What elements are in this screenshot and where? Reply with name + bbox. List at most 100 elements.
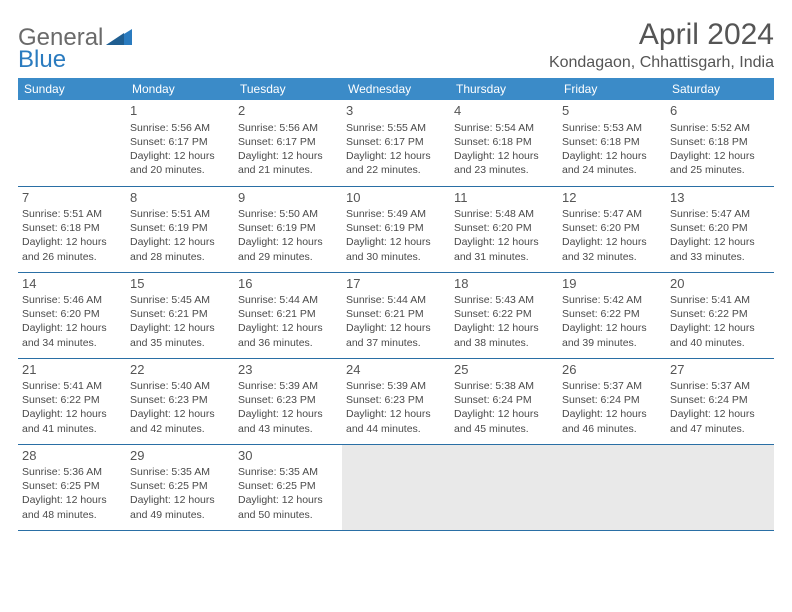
day-details: Sunrise: 5:51 AMSunset: 6:19 PMDaylight:… xyxy=(130,207,230,264)
day-details: Sunrise: 5:56 AMSunset: 6:17 PMDaylight:… xyxy=(130,121,230,178)
day-details: Sunrise: 5:45 AMSunset: 6:21 PMDaylight:… xyxy=(130,293,230,350)
calendar-cell: 20Sunrise: 5:41 AMSunset: 6:22 PMDayligh… xyxy=(666,272,774,358)
day-details: Sunrise: 5:37 AMSunset: 6:24 PMDaylight:… xyxy=(562,379,662,436)
day-details: Sunrise: 5:47 AMSunset: 6:20 PMDaylight:… xyxy=(670,207,770,264)
day-header: Wednesday xyxy=(342,78,450,100)
day-details: Sunrise: 5:54 AMSunset: 6:18 PMDaylight:… xyxy=(454,121,554,178)
day-number: 22 xyxy=(130,361,230,379)
calendar-cell: 29Sunrise: 5:35 AMSunset: 6:25 PMDayligh… xyxy=(126,444,234,530)
day-number: 12 xyxy=(562,189,662,207)
calendar-cell: 22Sunrise: 5:40 AMSunset: 6:23 PMDayligh… xyxy=(126,358,234,444)
day-number: 16 xyxy=(238,275,338,293)
calendar-cell: 17Sunrise: 5:44 AMSunset: 6:21 PMDayligh… xyxy=(342,272,450,358)
day-details: Sunrise: 5:53 AMSunset: 6:18 PMDaylight:… xyxy=(562,121,662,178)
calendar-header-row: SundayMondayTuesdayWednesdayThursdayFrid… xyxy=(18,78,774,100)
calendar-cell: 3Sunrise: 5:55 AMSunset: 6:17 PMDaylight… xyxy=(342,100,450,186)
brand-triangle-icon xyxy=(106,24,132,52)
day-header: Friday xyxy=(558,78,666,100)
day-header: Saturday xyxy=(666,78,774,100)
day-number: 7 xyxy=(22,189,122,207)
day-details: Sunrise: 5:40 AMSunset: 6:23 PMDaylight:… xyxy=(130,379,230,436)
calendar-cell: 26Sunrise: 5:37 AMSunset: 6:24 PMDayligh… xyxy=(558,358,666,444)
calendar-cell: 18Sunrise: 5:43 AMSunset: 6:22 PMDayligh… xyxy=(450,272,558,358)
calendar-table: SundayMondayTuesdayWednesdayThursdayFrid… xyxy=(18,78,774,531)
day-number: 29 xyxy=(130,447,230,465)
day-details: Sunrise: 5:47 AMSunset: 6:20 PMDaylight:… xyxy=(562,207,662,264)
day-number: 13 xyxy=(670,189,770,207)
calendar-row: 28Sunrise: 5:36 AMSunset: 6:25 PMDayligh… xyxy=(18,444,774,530)
day-details: Sunrise: 5:52 AMSunset: 6:18 PMDaylight:… xyxy=(670,121,770,178)
calendar-cell: 28Sunrise: 5:36 AMSunset: 6:25 PMDayligh… xyxy=(18,444,126,530)
calendar-row: 14Sunrise: 5:46 AMSunset: 6:20 PMDayligh… xyxy=(18,272,774,358)
day-details: Sunrise: 5:36 AMSunset: 6:25 PMDaylight:… xyxy=(22,465,122,522)
day-number: 18 xyxy=(454,275,554,293)
calendar-cell: 19Sunrise: 5:42 AMSunset: 6:22 PMDayligh… xyxy=(558,272,666,358)
day-details: Sunrise: 5:49 AMSunset: 6:19 PMDaylight:… xyxy=(346,207,446,264)
day-header: Thursday xyxy=(450,78,558,100)
day-details: Sunrise: 5:51 AMSunset: 6:18 PMDaylight:… xyxy=(22,207,122,264)
day-number: 6 xyxy=(670,102,770,120)
day-details: Sunrise: 5:44 AMSunset: 6:21 PMDaylight:… xyxy=(346,293,446,350)
day-number: 26 xyxy=(562,361,662,379)
day-number: 3 xyxy=(346,102,446,120)
day-number: 19 xyxy=(562,275,662,293)
calendar-cell: 7Sunrise: 5:51 AMSunset: 6:18 PMDaylight… xyxy=(18,186,126,272)
day-details: Sunrise: 5:35 AMSunset: 6:25 PMDaylight:… xyxy=(238,465,338,522)
calendar-row: 1Sunrise: 5:56 AMSunset: 6:17 PMDaylight… xyxy=(18,100,774,186)
day-number: 8 xyxy=(130,189,230,207)
calendar-row: 7Sunrise: 5:51 AMSunset: 6:18 PMDaylight… xyxy=(18,186,774,272)
day-details: Sunrise: 5:41 AMSunset: 6:22 PMDaylight:… xyxy=(22,379,122,436)
calendar-cell: 4Sunrise: 5:54 AMSunset: 6:18 PMDaylight… xyxy=(450,100,558,186)
day-details: Sunrise: 5:39 AMSunset: 6:23 PMDaylight:… xyxy=(346,379,446,436)
day-details: Sunrise: 5:42 AMSunset: 6:22 PMDaylight:… xyxy=(562,293,662,350)
calendar-cell xyxy=(450,444,558,530)
day-details: Sunrise: 5:41 AMSunset: 6:22 PMDaylight:… xyxy=(670,293,770,350)
day-number: 17 xyxy=(346,275,446,293)
day-number: 2 xyxy=(238,102,338,120)
day-details: Sunrise: 5:37 AMSunset: 6:24 PMDaylight:… xyxy=(670,379,770,436)
day-number: 9 xyxy=(238,189,338,207)
title-block: April 2024 Kondagaon, Chhattisgarh, Indi… xyxy=(549,18,774,72)
calendar-cell: 5Sunrise: 5:53 AMSunset: 6:18 PMDaylight… xyxy=(558,100,666,186)
day-details: Sunrise: 5:38 AMSunset: 6:24 PMDaylight:… xyxy=(454,379,554,436)
day-number: 20 xyxy=(670,275,770,293)
day-header: Tuesday xyxy=(234,78,342,100)
header: General April 2024 Kondagaon, Chhattisga… xyxy=(18,18,774,72)
day-details: Sunrise: 5:46 AMSunset: 6:20 PMDaylight:… xyxy=(22,293,122,350)
calendar-cell: 6Sunrise: 5:52 AMSunset: 6:18 PMDaylight… xyxy=(666,100,774,186)
calendar-cell: 2Sunrise: 5:56 AMSunset: 6:17 PMDaylight… xyxy=(234,100,342,186)
calendar-cell: 1Sunrise: 5:56 AMSunset: 6:17 PMDaylight… xyxy=(126,100,234,186)
day-header: Monday xyxy=(126,78,234,100)
day-header: Sunday xyxy=(18,78,126,100)
calendar-cell xyxy=(342,444,450,530)
month-title: April 2024 xyxy=(549,18,774,52)
day-number: 27 xyxy=(670,361,770,379)
day-details: Sunrise: 5:43 AMSunset: 6:22 PMDaylight:… xyxy=(454,293,554,350)
day-number: 15 xyxy=(130,275,230,293)
calendar-cell: 10Sunrise: 5:49 AMSunset: 6:19 PMDayligh… xyxy=(342,186,450,272)
calendar-cell: 13Sunrise: 5:47 AMSunset: 6:20 PMDayligh… xyxy=(666,186,774,272)
day-number: 30 xyxy=(238,447,338,465)
day-details: Sunrise: 5:48 AMSunset: 6:20 PMDaylight:… xyxy=(454,207,554,264)
calendar-cell: 24Sunrise: 5:39 AMSunset: 6:23 PMDayligh… xyxy=(342,358,450,444)
calendar-cell: 23Sunrise: 5:39 AMSunset: 6:23 PMDayligh… xyxy=(234,358,342,444)
calendar-cell: 15Sunrise: 5:45 AMSunset: 6:21 PMDayligh… xyxy=(126,272,234,358)
calendar-body: 1Sunrise: 5:56 AMSunset: 6:17 PMDaylight… xyxy=(18,100,774,530)
day-number: 23 xyxy=(238,361,338,379)
day-number: 28 xyxy=(22,447,122,465)
day-details: Sunrise: 5:50 AMSunset: 6:19 PMDaylight:… xyxy=(238,207,338,264)
calendar-cell: 8Sunrise: 5:51 AMSunset: 6:19 PMDaylight… xyxy=(126,186,234,272)
calendar-row: 21Sunrise: 5:41 AMSunset: 6:22 PMDayligh… xyxy=(18,358,774,444)
calendar-cell xyxy=(558,444,666,530)
calendar-cell: 12Sunrise: 5:47 AMSunset: 6:20 PMDayligh… xyxy=(558,186,666,272)
day-number: 25 xyxy=(454,361,554,379)
day-details: Sunrise: 5:55 AMSunset: 6:17 PMDaylight:… xyxy=(346,121,446,178)
calendar-cell xyxy=(18,100,126,186)
day-number: 4 xyxy=(454,102,554,120)
calendar-cell: 27Sunrise: 5:37 AMSunset: 6:24 PMDayligh… xyxy=(666,358,774,444)
calendar-cell: 21Sunrise: 5:41 AMSunset: 6:22 PMDayligh… xyxy=(18,358,126,444)
calendar-cell: 30Sunrise: 5:35 AMSunset: 6:25 PMDayligh… xyxy=(234,444,342,530)
day-number: 24 xyxy=(346,361,446,379)
day-details: Sunrise: 5:44 AMSunset: 6:21 PMDaylight:… xyxy=(238,293,338,350)
day-details: Sunrise: 5:35 AMSunset: 6:25 PMDaylight:… xyxy=(130,465,230,522)
